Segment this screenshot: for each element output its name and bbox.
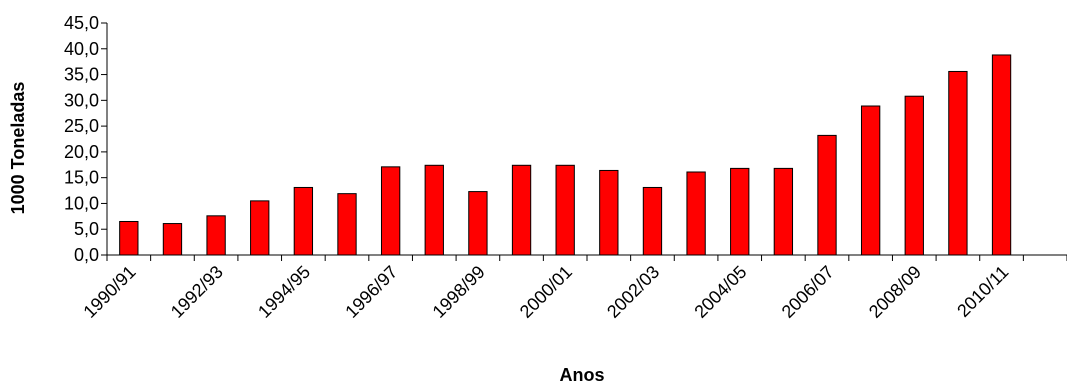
- x-axis: 1990/91 1992/93 1994/95 1996/97 1998/99 2000/…: [79, 254, 1067, 322]
- bar-1991-92: [162, 223, 183, 256]
- bar-2010-11: [991, 54, 1012, 256]
- bar-2009-10: [948, 70, 968, 256]
- y-tick-label: 45,0: [64, 13, 99, 33]
- bar-2000-01: [555, 164, 575, 256]
- bar-2006-07: [817, 134, 837, 256]
- bar-1999-00: [511, 164, 532, 256]
- x-tick-label: 1998/99: [429, 262, 489, 322]
- bar-1992-93: [206, 215, 226, 256]
- bar-2003-04: [686, 171, 706, 256]
- x-tick-label: 2010/11: [953, 262, 1012, 321]
- bar-1997-98: [424, 164, 444, 256]
- y-tick-label: 5,0: [74, 219, 99, 239]
- y-tick-label: 30,0: [64, 90, 99, 110]
- y-tick-label: 20,0: [64, 142, 99, 162]
- x-tick-label: 2002/03: [603, 262, 663, 322]
- y-axis-title: 1000 Toneladas: [8, 82, 28, 215]
- bar-1996-97: [380, 166, 401, 256]
- x-tick-label: 1992/93: [167, 262, 227, 322]
- y-tick-label: 25,0: [64, 116, 99, 136]
- bar-1998-99: [468, 191, 488, 256]
- bars-group: [119, 54, 1012, 256]
- bar-1995-96: [337, 193, 357, 256]
- x-tick-label: 1994/95: [254, 262, 314, 322]
- bar-2002-03: [642, 186, 663, 256]
- x-tick-label: 2008/09: [865, 262, 925, 322]
- y-tick-label: 40,0: [64, 39, 99, 59]
- bar-2001-02: [599, 169, 619, 256]
- x-tick-label: 2006/07: [778, 262, 838, 322]
- y-tick-label: 10,0: [64, 193, 99, 213]
- y-tick-label: 0,0: [74, 245, 99, 265]
- bar-1994-95: [293, 186, 314, 256]
- bar-1993-94: [250, 200, 270, 256]
- y-tick-label: 35,0: [64, 65, 99, 85]
- bar-2005-06: [773, 167, 794, 256]
- x-tick-label: 2004/05: [690, 262, 750, 322]
- x-tick-label: 1990/91: [79, 262, 139, 322]
- bar-2008-09: [904, 95, 924, 256]
- bar-2004-05: [730, 167, 750, 256]
- y-tick-label: 15,0: [64, 168, 99, 188]
- x-tick-label: 1996/97: [341, 262, 401, 322]
- bar-1990-91: [119, 220, 139, 256]
- x-tick-label: 2000/01: [516, 262, 576, 322]
- bar-2007-08: [860, 105, 881, 256]
- y-axis: 0,0 5,0 10,0 15,0 20,0 25,0 30,0 35,0 40,0 45,0: [64, 13, 108, 265]
- x-axis-title: Anos: [560, 365, 605, 385]
